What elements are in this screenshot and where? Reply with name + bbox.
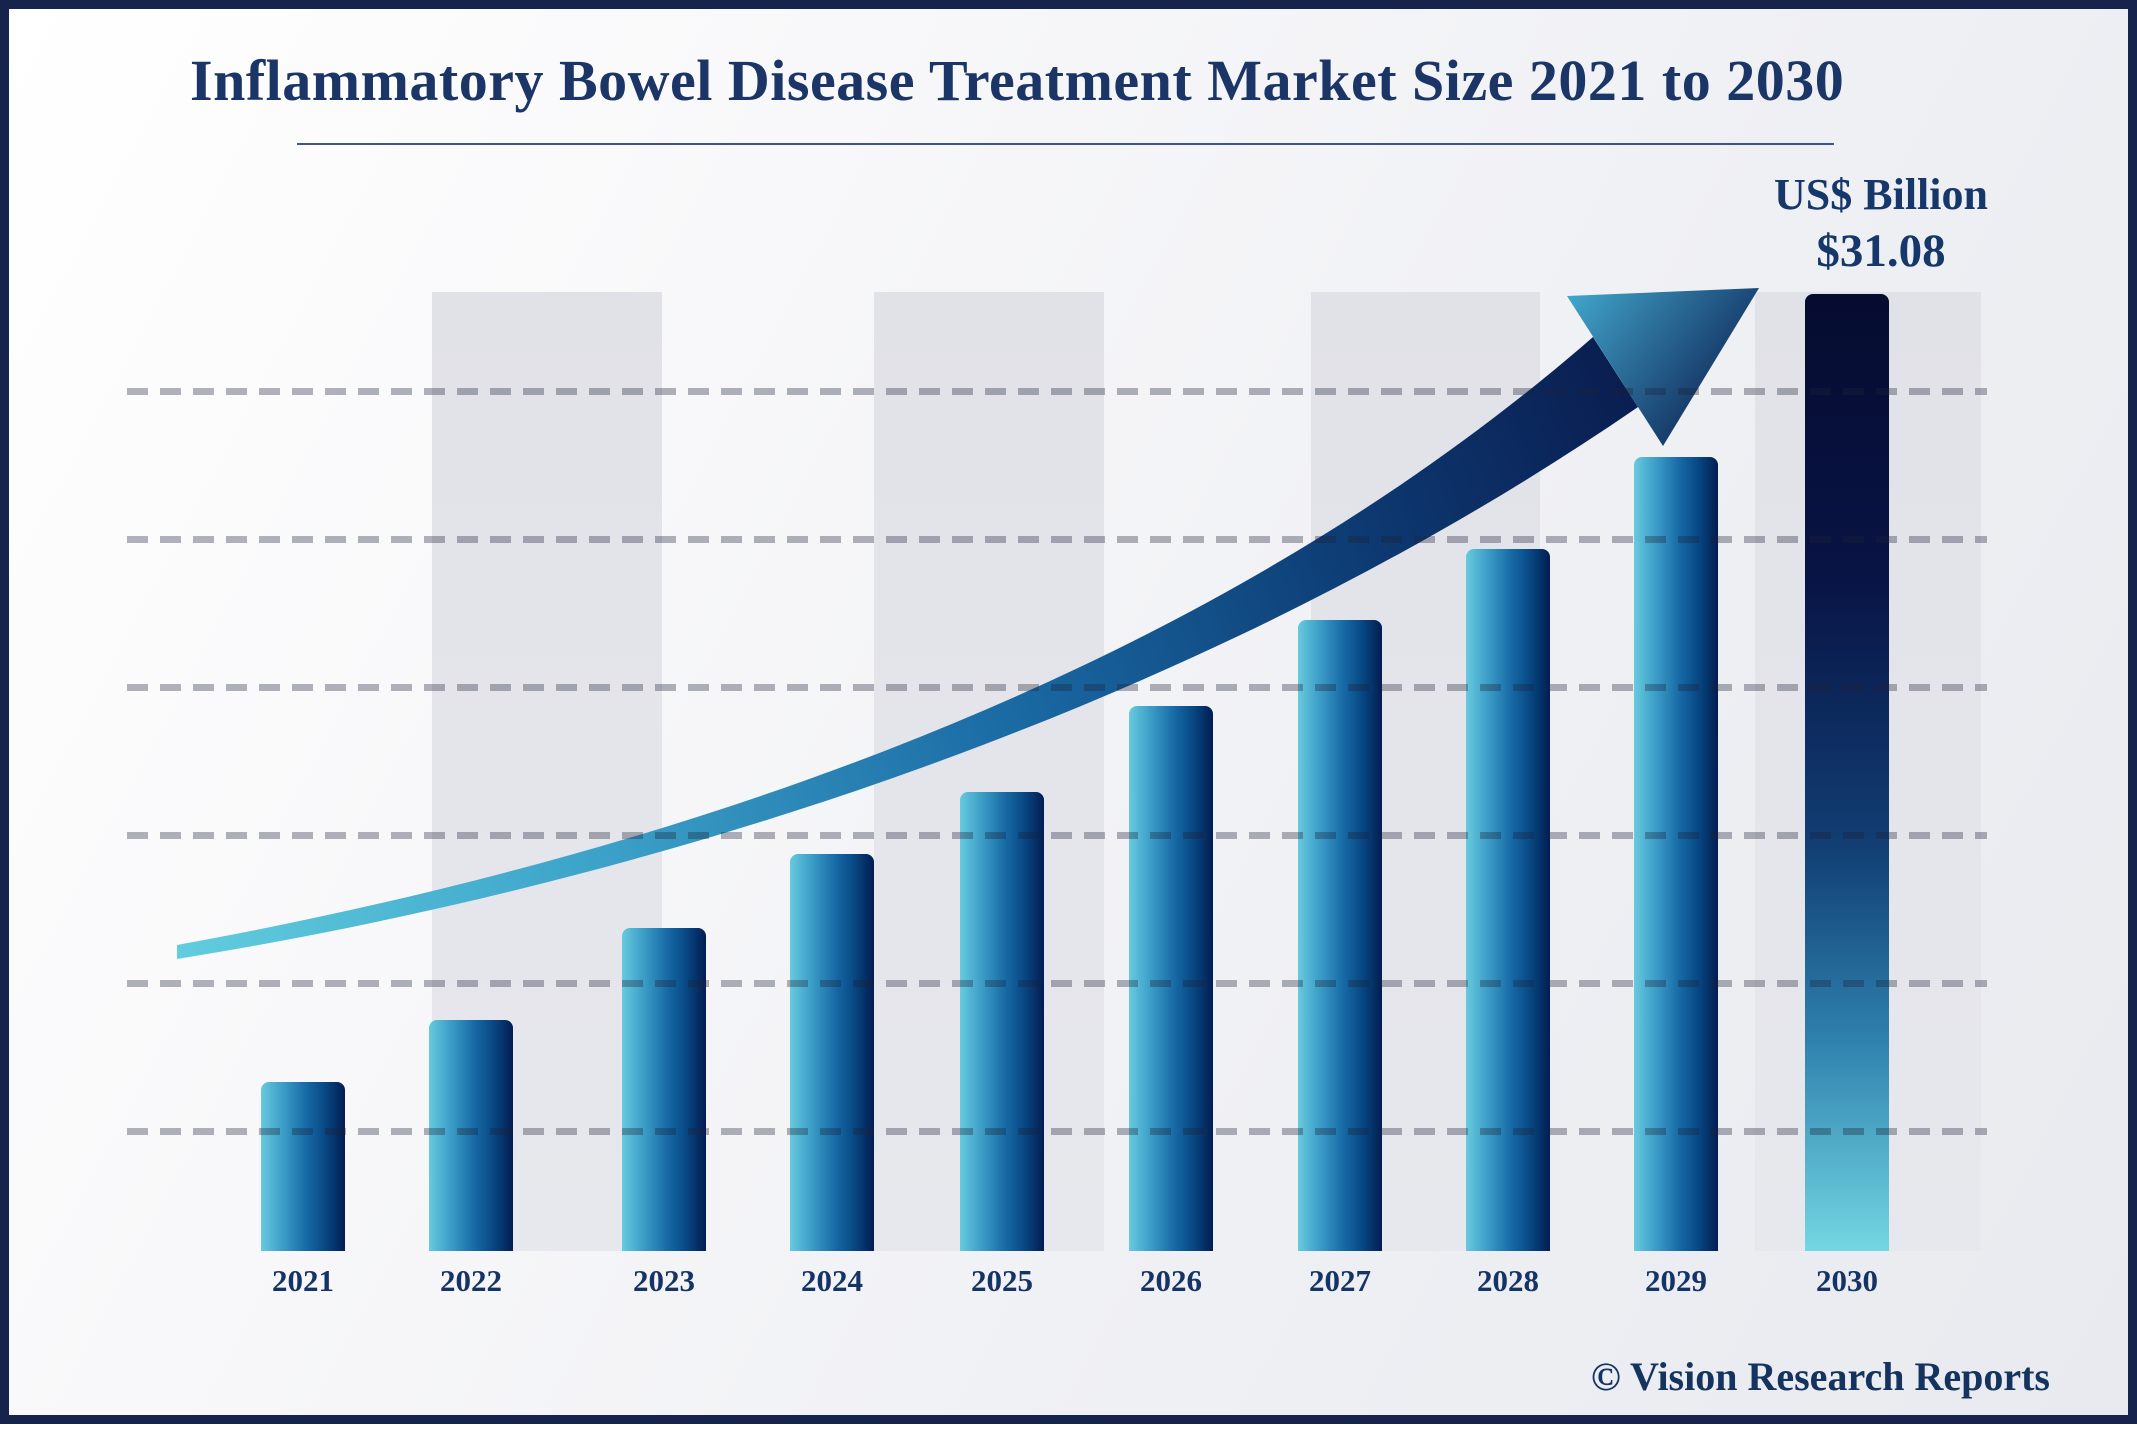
peak-value-label: $31.08 [1816,224,1946,277]
x-axis-label-2024: 2024 [801,1263,863,1298]
x-axis-label-2026: 2026 [1140,1263,1202,1298]
chart-title: Inflammatory Bowel Disease Treatment Mar… [190,48,1845,113]
x-axis-label-2029: 2029 [1645,1263,1707,1298]
gridline [127,536,1987,543]
bar-2025 [960,792,1044,1251]
bar-2024 [790,854,874,1251]
x-axis-label-2030: 2030 [1816,1263,1878,1298]
bar-2021 [261,1082,345,1251]
gridline [127,684,1987,691]
bar-2029 [1634,457,1718,1251]
bar-2030 [1805,294,1889,1251]
x-axis-label-2023: 2023 [633,1263,695,1298]
value-annotation: US$ Billion $31.08 [1681,169,2081,281]
gridline [127,1128,1987,1135]
x-axis-label-2022: 2022 [440,1263,502,1298]
bar-2027 [1298,620,1382,1251]
title-underline [297,143,1834,145]
trend-arrow-head [1567,288,1759,446]
x-axis-label-2028: 2028 [1477,1263,1539,1298]
bar-2028 [1466,549,1550,1251]
gridline [127,832,1987,839]
bar-2026 [1129,706,1213,1251]
gridline [127,388,1987,395]
x-axis-label-2027: 2027 [1309,1263,1371,1298]
bar-2023 [622,928,706,1251]
x-axis-label-2025: 2025 [971,1263,1033,1298]
bar-2022 [429,1020,513,1251]
x-axis-label-2021: 2021 [272,1263,334,1298]
unit-label: US$ Billion [1774,170,1988,219]
source-credit: © Vision Research Reports [1590,1354,2050,1399]
gridline [127,980,1987,987]
